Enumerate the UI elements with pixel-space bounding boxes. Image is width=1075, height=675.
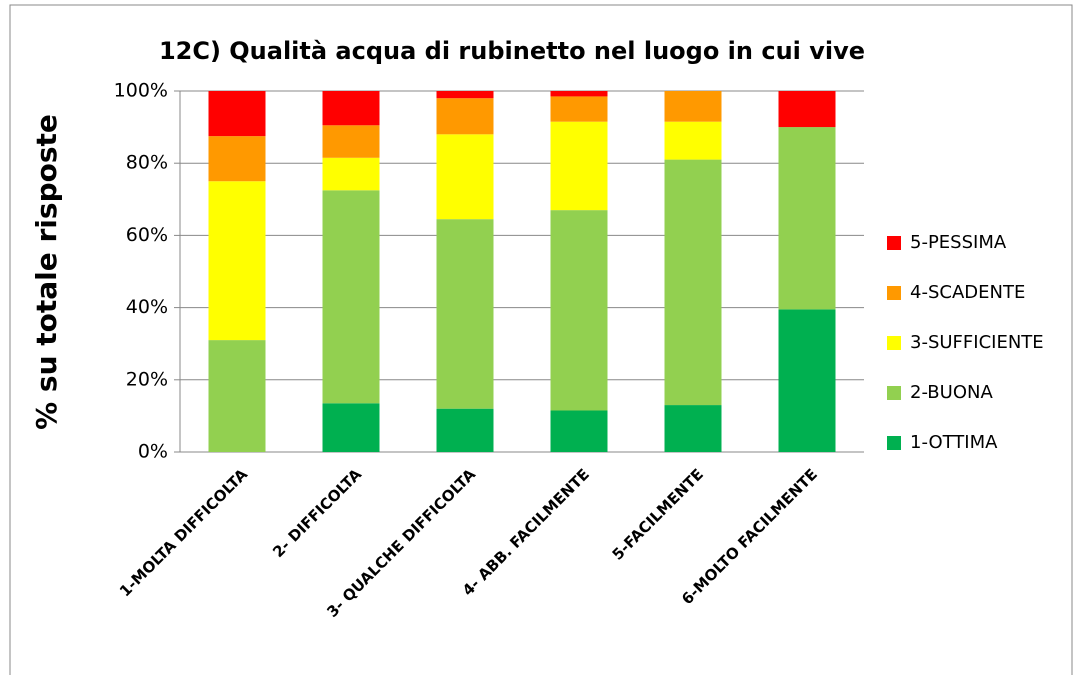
bar-segment bbox=[550, 91, 608, 97]
legend-swatch bbox=[887, 436, 901, 450]
bar-segment bbox=[436, 98, 494, 135]
bar-segment bbox=[664, 405, 722, 452]
bar-segment bbox=[322, 403, 380, 452]
bar-segment bbox=[208, 136, 266, 182]
bar-segment bbox=[436, 91, 494, 99]
y-tick-label: 40% bbox=[126, 296, 168, 318]
bar-segment bbox=[208, 181, 266, 341]
bar-segment bbox=[436, 219, 494, 409]
legend-label: 1-OTTIMA bbox=[910, 432, 998, 453]
bar-segment bbox=[550, 410, 608, 452]
y-tick-label: 60% bbox=[126, 224, 168, 246]
bar-segment bbox=[664, 91, 722, 122]
bar-segment bbox=[664, 159, 722, 406]
y-tick-label: 0% bbox=[138, 441, 168, 463]
bar-segment bbox=[664, 121, 722, 160]
bar-segment bbox=[322, 125, 380, 158]
bar-segment bbox=[550, 121, 608, 211]
chart-title: 12C) Qualità acqua di rubinetto nel luog… bbox=[159, 37, 865, 65]
legend-swatch bbox=[887, 336, 901, 350]
bar-segment bbox=[778, 309, 836, 452]
legend-swatch bbox=[887, 236, 901, 250]
y-axis-label: % su totale risposte bbox=[30, 114, 63, 430]
bar-segment bbox=[436, 408, 494, 452]
y-tick-label: 80% bbox=[126, 152, 168, 174]
bar-segment bbox=[550, 96, 608, 122]
bar-segment bbox=[322, 157, 380, 191]
legend-label: 3-SUFFICIENTE bbox=[910, 332, 1044, 353]
legend-swatch bbox=[887, 286, 901, 300]
bar-segment bbox=[778, 91, 836, 128]
bar-segment bbox=[778, 127, 836, 310]
bar-segment bbox=[322, 190, 380, 404]
bar-segment bbox=[208, 91, 266, 137]
y-tick-label: 20% bbox=[126, 368, 168, 390]
bar-segment bbox=[208, 340, 266, 452]
legend-label: 5-PESSIMA bbox=[910, 232, 1007, 253]
y-tick-label: 100% bbox=[114, 80, 168, 102]
legend-label: 2-BUONA bbox=[910, 382, 993, 403]
bar-segment bbox=[322, 91, 380, 126]
bar-segment bbox=[436, 134, 494, 220]
legend-label: 4-SCADENTE bbox=[910, 282, 1025, 303]
legend-swatch bbox=[887, 386, 901, 400]
bar-segment bbox=[550, 210, 608, 411]
